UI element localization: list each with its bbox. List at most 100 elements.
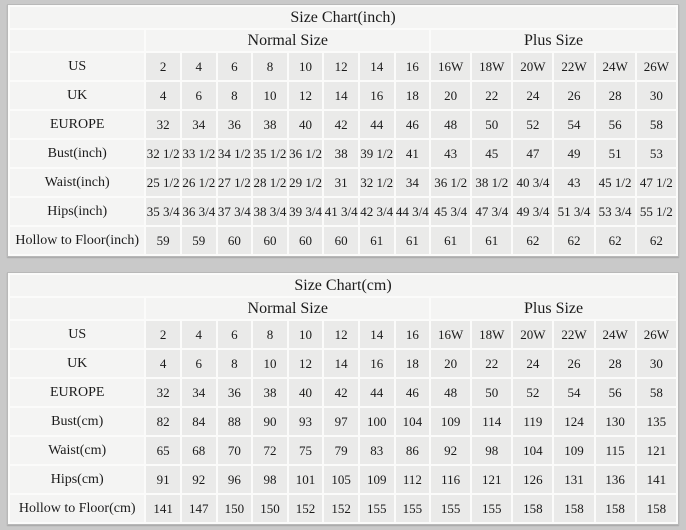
size-cell: 39 1/2: [359, 140, 394, 167]
corner-cell: [10, 298, 145, 319]
row-label: Hips(cm): [10, 466, 145, 493]
row-label: US: [10, 53, 145, 80]
size-cell: 109: [431, 408, 471, 435]
size-cell: 14: [359, 53, 394, 80]
size-cell: 27 1/2: [217, 169, 252, 196]
size-cell: 61: [472, 227, 512, 254]
table-title-cm: Size Chart(cm): [10, 275, 676, 296]
table-row: Waist(inch) 25 1/2 26 1/2 27 1/2 28 1/2 29 1/…: [10, 169, 676, 196]
size-cell: 10: [253, 350, 287, 377]
row-label: Waist(inch): [10, 169, 145, 196]
size-cell: 45: [472, 140, 512, 167]
size-cell: 30: [636, 350, 676, 377]
size-cell: 51: [595, 140, 635, 167]
size-cell: 59: [181, 227, 216, 254]
size-cell: 26W: [636, 53, 676, 80]
size-cell: 22: [472, 82, 512, 109]
size-cell: 47 1/2: [636, 169, 676, 196]
size-cell: 22W: [554, 53, 594, 80]
size-cell: 2: [146, 321, 180, 348]
size-chart-cm: Size Chart(cm) Normal Size Plus Size US 2 4 6 8…: [7, 272, 679, 525]
table-row: Bust(cm) 82 84 88 90 93 97 100 104 109 114 119 124 13…: [10, 408, 676, 435]
size-cell: 62: [636, 227, 676, 254]
size-cell: 46: [395, 111, 430, 138]
size-cell: 8: [217, 82, 252, 109]
size-cell: 79: [324, 437, 358, 464]
size-cell: 22: [472, 350, 512, 377]
row-label: Hollow to Floor(cm): [10, 495, 145, 522]
size-cell: 28 1/2: [253, 169, 287, 196]
size-table-cm: Size Chart(cm) Normal Size Plus Size US 2 4 6 8…: [7, 272, 679, 525]
size-cell: 31: [324, 169, 358, 196]
size-cell: 109: [359, 466, 394, 493]
size-cell: 18: [395, 82, 430, 109]
size-cell: 150: [217, 495, 252, 522]
corner-cell: [10, 30, 145, 51]
size-cell: 53 3/4: [595, 198, 635, 225]
size-cell: 6: [217, 53, 252, 80]
size-cell: 53: [636, 140, 676, 167]
size-cell: 124: [554, 408, 594, 435]
size-cell: 158: [554, 495, 594, 522]
size-cell: 141: [636, 466, 676, 493]
size-cell: 32: [146, 111, 180, 138]
size-cell: 6: [181, 82, 216, 109]
size-cell: 8: [253, 53, 287, 80]
size-cell: 36 3/4: [181, 198, 216, 225]
size-cell: 119: [513, 408, 553, 435]
size-cell: 109: [554, 437, 594, 464]
size-cell: 52: [513, 379, 553, 406]
table-row: Hollow to Floor(inch) 59 59 60 60 60 60 61 61 61 6…: [10, 227, 676, 254]
size-cell: 48: [431, 379, 471, 406]
size-cell: 30: [636, 82, 676, 109]
size-cell: 155: [395, 495, 430, 522]
size-cell: 34: [395, 169, 430, 196]
size-cell: 39 3/4: [288, 198, 323, 225]
size-table-inch: Size Chart(inch) Normal Size Plus Size US 2 4…: [7, 4, 679, 257]
size-cell: 50: [472, 111, 512, 138]
table-row: US 2 4 6 8 10 12 14 16 16W 18W 20W 22W 24W 26W: [10, 53, 676, 80]
size-cell: 41: [395, 140, 430, 167]
size-cell: 62: [595, 227, 635, 254]
size-cell: 131: [554, 466, 594, 493]
size-cell: 59: [146, 227, 180, 254]
size-cell: 49: [554, 140, 594, 167]
size-cell: 22W: [554, 321, 594, 348]
size-cell: 28: [595, 82, 635, 109]
size-cell: 44: [359, 379, 394, 406]
size-cell: 12: [288, 350, 323, 377]
size-cell: 58: [636, 379, 676, 406]
table-row: UK 4 6 8 10 12 14 16 18 20 22 24 26 28 30: [10, 350, 676, 377]
size-cell: 97: [324, 408, 358, 435]
size-cell: 34 1/2: [217, 140, 252, 167]
size-cell: 54: [554, 379, 594, 406]
size-cell: 55 1/2: [636, 198, 676, 225]
group-header-normal: Normal Size: [146, 298, 430, 319]
size-cell: 45 1/2: [595, 169, 635, 196]
size-cell: 24: [513, 82, 553, 109]
size-cell: 49 3/4: [513, 198, 553, 225]
size-cell: 147: [181, 495, 216, 522]
size-cell: 4: [181, 53, 216, 80]
group-header-plus: Plus Size: [431, 30, 676, 51]
size-cell: 43: [554, 169, 594, 196]
size-cell: 96: [217, 466, 252, 493]
size-cell: 24W: [595, 321, 635, 348]
size-cell: 32 1/2: [359, 169, 394, 196]
size-cell: 36 1/2: [431, 169, 471, 196]
size-cell: 82: [146, 408, 180, 435]
size-cell: 136: [595, 466, 635, 493]
size-cell: 2: [146, 53, 180, 80]
group-header-plus: Plus Size: [431, 298, 676, 319]
size-cell: 10: [288, 321, 323, 348]
size-cell: 100: [359, 408, 394, 435]
size-cell: 98: [472, 437, 512, 464]
size-cell: 18W: [472, 53, 512, 80]
size-cell: 42: [324, 111, 358, 138]
size-cell: 38: [253, 379, 287, 406]
size-cell: 42: [324, 379, 358, 406]
row-label: UK: [10, 350, 145, 377]
size-cell: 52: [513, 111, 553, 138]
size-cell: 56: [595, 111, 635, 138]
